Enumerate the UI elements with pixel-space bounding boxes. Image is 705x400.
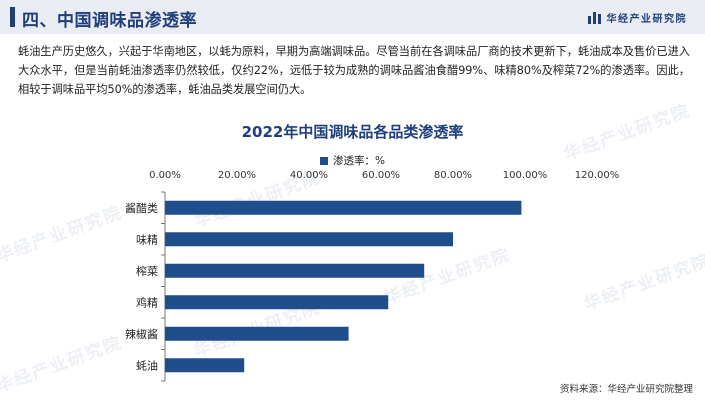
brand-logo-icon: [587, 11, 601, 24]
source-note: 资料来源：华经产业研究院整理: [559, 384, 693, 395]
body-paragraph: 蚝油生产历史悠久，兴起于华南地区，以蚝为原料，早期为高端调味品。尽管当前在各调味…: [18, 45, 690, 96]
x-tick-label: 60.00%: [362, 170, 400, 181]
bar: [165, 232, 453, 247]
chart-title: 2022年中国调味品各品类渗透率: [241, 123, 464, 141]
bar: [165, 200, 522, 215]
bar: [165, 326, 349, 341]
section-title: 四、中国调味品渗透率: [22, 11, 197, 31]
x-tick-label: 100.00%: [503, 170, 548, 181]
chart-legend: 渗透率：%: [0, 153, 705, 168]
legend-label: 渗透率：%: [333, 155, 385, 167]
x-tick-label: 0.00%: [149, 170, 181, 181]
x-tick-label: 40.00%: [290, 170, 328, 181]
bar: [165, 263, 425, 278]
bar: [165, 295, 389, 310]
header-accent-bar: [10, 7, 15, 27]
brand-name: 华经产业研究院: [606, 14, 687, 25]
x-tick-label: 80.00%: [434, 170, 472, 181]
x-tick-label: 120.00%: [575, 170, 620, 181]
bar: [165, 358, 245, 373]
category-label: 味精: [136, 233, 158, 246]
brand: 华经产业研究院: [587, 10, 688, 25]
legend-swatch: [320, 156, 328, 165]
category-label: 辣椒酱: [125, 327, 158, 341]
category-label: 蚝油: [136, 358, 158, 372]
x-tick-label: 20.00%: [218, 170, 256, 181]
category-label: 榨菜: [136, 264, 158, 278]
category-label: 酱醋类: [125, 201, 158, 215]
category-label: 鸡精: [136, 295, 158, 309]
